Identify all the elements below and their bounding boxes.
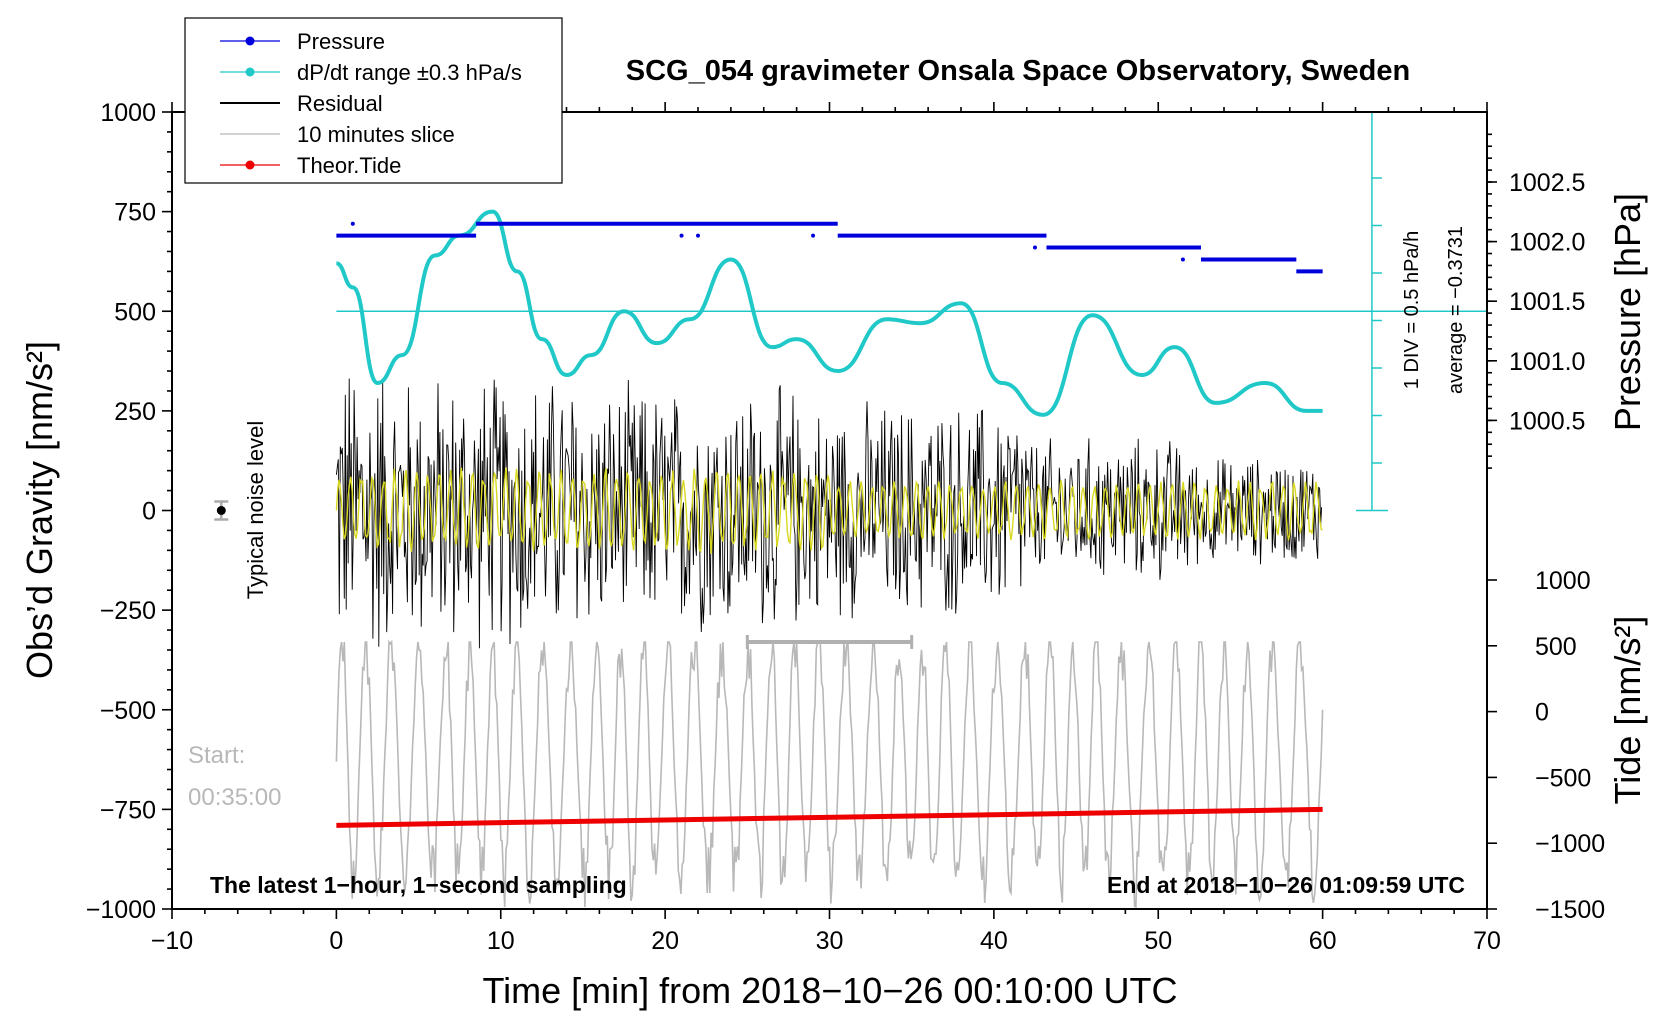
tide-tick-label: −500	[1535, 764, 1591, 792]
tide-tick-label: 1000	[1535, 567, 1591, 595]
pressure-tick-label: 1001.5	[1509, 288, 1585, 316]
pressure-axis-label: Pressure [hPa]	[1607, 193, 1648, 431]
pressure-tick-label: 1002.0	[1509, 229, 1585, 257]
y-left-tick-label: 1000	[100, 99, 156, 127]
pressure-point	[1032, 245, 1037, 250]
y-left-tick-label: −500	[100, 697, 156, 725]
y-left-tick-label: 250	[114, 398, 156, 426]
pressure-layer	[336, 221, 1323, 274]
pressure-point	[811, 233, 816, 238]
residual-layer	[335, 378, 1323, 649]
x-tick-label: 70	[1473, 927, 1501, 955]
residual-line	[335, 378, 1323, 649]
tide-line	[336, 806, 1323, 828]
pressure-reference-layer	[336, 112, 1487, 512]
dpdt-layer	[335, 209, 1323, 417]
y-left-tick-label: 500	[114, 298, 156, 326]
scale-label-average: average = −0.3731	[1445, 226, 1467, 394]
x-tick-label: 0	[329, 927, 343, 955]
tide-tick-label: −1000	[1535, 830, 1605, 858]
bottom-right-note: End at 2018−10−26 01:09:59 UTC	[1107, 872, 1465, 898]
y-left-tick-label: −750	[100, 796, 156, 824]
legend-marker	[245, 36, 255, 46]
legend-marker	[245, 160, 255, 170]
legend-label: Theor.Tide	[297, 153, 401, 178]
pressure-point	[350, 221, 355, 226]
x-tick-label: 50	[1144, 927, 1172, 955]
y-left-tick-label: 0	[142, 498, 156, 526]
legend-label: Residual	[297, 91, 383, 116]
pressure-point	[1180, 257, 1185, 262]
y-left-tick-label: −1000	[86, 896, 156, 924]
pressure-point	[696, 233, 700, 238]
x-tick-label: 30	[816, 927, 844, 955]
noise-level-marker	[214, 500, 229, 521]
legend-label: 10 minutes slice	[297, 122, 455, 147]
legend-box	[184, 17, 563, 184]
x-tick-label: −10	[151, 927, 193, 955]
legend: Pressure dP/dt range ±0.3 hPa/s Residual 10…	[220, 29, 522, 178]
residual-filtered-line	[335, 467, 1323, 555]
axis-ticks: −10 0 10 20 30 40 50 60 70 1000 750 500 250 0 −250 −500…	[86, 99, 1605, 955]
legend-label: dP/dt range ±0.3 hPa/s	[297, 60, 522, 85]
x-axis-label: Time [min] from 2018−10−26 00:10:00 UTC	[482, 970, 1177, 1011]
tide-tick-label: 500	[1535, 633, 1577, 661]
x-tick-label: 20	[651, 927, 679, 955]
bottom-left-note: The latest 1−hour, 1−second sampling	[210, 872, 627, 898]
pressure-tick-label: 1001.0	[1509, 348, 1585, 376]
pressure-tick-label: 1000.5	[1509, 407, 1585, 435]
slice-layer	[335, 635, 1324, 909]
y-axis-left-label: Obs’d Gravity [nm/s²]	[19, 341, 60, 679]
x-tick-label: 60	[1309, 927, 1337, 955]
legend-marker	[245, 67, 255, 77]
pressure-tick-label: 1002.5	[1509, 169, 1585, 197]
x-tick-label: 40	[980, 927, 1008, 955]
x-tick-label: 10	[487, 927, 515, 955]
y-left-tick-label: 750	[114, 199, 156, 227]
pressure-point	[679, 233, 684, 238]
start-time: 00:35:00	[188, 784, 281, 811]
start-label: Start:	[188, 742, 245, 769]
tide-layer	[336, 806, 1323, 828]
slice-line	[335, 639, 1324, 909]
scale-label-div: 1 DIV = 0.5 hPa/h	[1401, 231, 1423, 389]
tide-tick-label: −1500	[1535, 896, 1605, 924]
tide-tick-label: 0	[1535, 699, 1549, 727]
y-left-tick-label: −250	[100, 597, 156, 625]
tide-axis-label: Tide [nm/s²]	[1607, 616, 1648, 805]
noise-level-label: Typical noise level	[243, 421, 268, 600]
dpdt-line	[335, 209, 1323, 417]
chart-title: SCG_054 gravimeter Onsala Space Observat…	[626, 55, 1410, 87]
legend-label: Pressure	[297, 29, 385, 54]
